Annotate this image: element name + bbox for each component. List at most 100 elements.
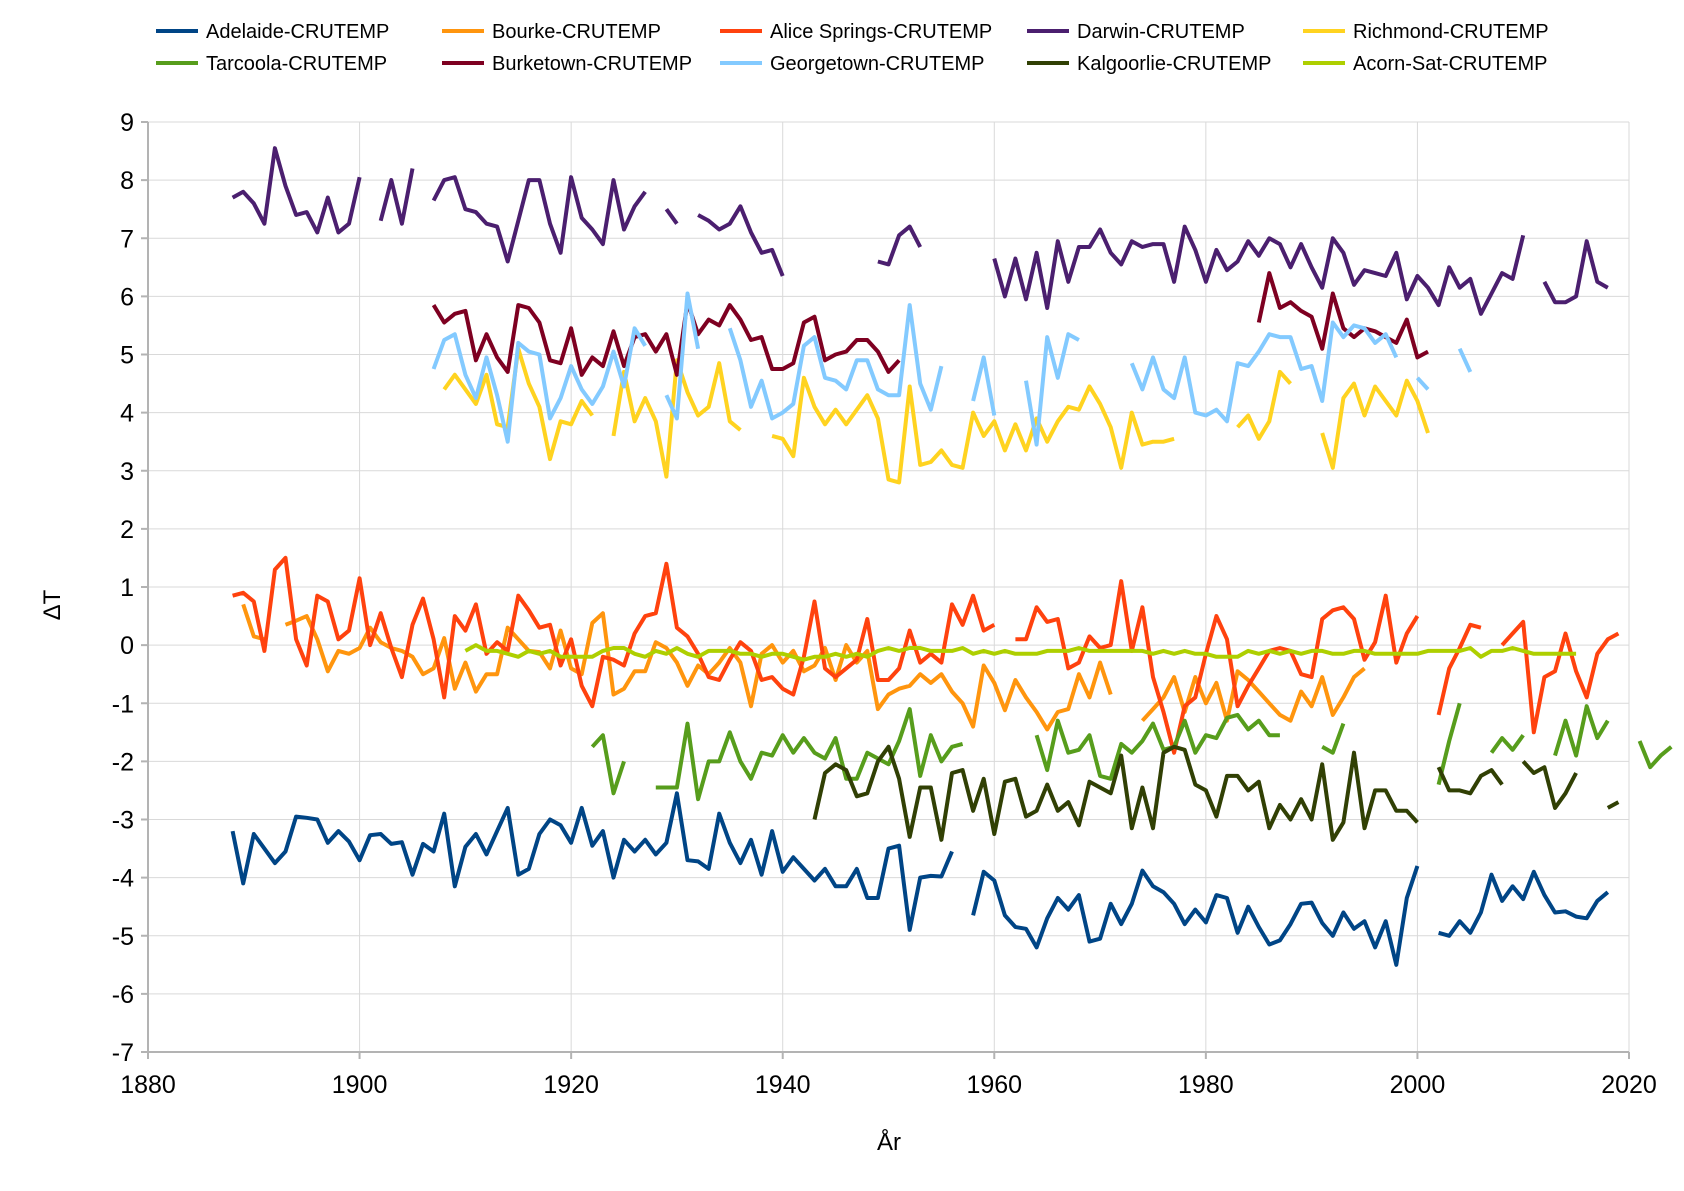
y-tick-label: -5: [112, 923, 134, 951]
y-tick-label: -4: [112, 865, 134, 893]
series-line: [1256, 271, 1429, 360]
series-adelaide-crutemp: [230, 791, 1610, 967]
series-line: [378, 168, 415, 226]
series-line: [230, 791, 954, 932]
series-line: [971, 355, 997, 416]
x-tick-label: 1880: [120, 1071, 176, 1099]
series-line: [655, 707, 964, 802]
series-line: [431, 326, 647, 444]
x-tick-label: 1960: [966, 1071, 1022, 1099]
series-line: [284, 611, 1113, 732]
legend-item: Burketown-CRUTEMP: [442, 53, 692, 75]
tick-labels: 9 8 7 6 5 4 3 2 1 0 -1 -2 -3 -4 -5 -6 -7 1880 1900 1920 1940…: [112, 109, 1657, 1099]
series-line: [590, 733, 626, 796]
series-acorn-sat-crutemp: [464, 643, 1577, 662]
series-line: [664, 208, 679, 225]
series-line: [1034, 712, 1280, 781]
series-line: [1320, 378, 1430, 470]
series-line: [727, 303, 944, 421]
series-darwin-crutemp: [231, 146, 1609, 316]
series-line: [812, 744, 1419, 842]
series-line: [1436, 766, 1504, 796]
x-axis-title: År: [877, 1128, 901, 1156]
y-tick-label: 1: [120, 574, 134, 602]
y-tick-label: 5: [120, 342, 134, 370]
series-burketown-crutemp: [431, 271, 1429, 377]
series-line: [1438, 869, 1610, 938]
legend-item: Kalgoorlie-CRUTEMP: [1027, 53, 1272, 75]
y-tick-label: 6: [120, 283, 134, 311]
legend-item: Adelaide-CRUTEMP: [156, 21, 389, 43]
legend-label: Darwin-CRUTEMP: [1077, 21, 1245, 43]
series-line: [1436, 622, 1482, 716]
legend-item: Georgetown-CRUTEMP: [720, 53, 985, 75]
y-tick-label: -1: [112, 690, 134, 718]
series-line: [877, 224, 922, 267]
series-line: [611, 358, 742, 479]
series-line: [464, 643, 1577, 662]
x-tick-label: 1900: [332, 1071, 388, 1099]
series-line: [1637, 740, 1673, 770]
y-tick-label: -6: [112, 981, 134, 1009]
y-tick-label: 2: [120, 516, 134, 544]
y-tick-label: -2: [112, 748, 134, 776]
series-line: [1542, 239, 1609, 305]
legend-label: Adelaide-CRUTEMP: [206, 21, 389, 43]
x-tick-label: 1980: [1178, 1071, 1234, 1099]
legend-item: Richmond-CRUTEMP: [1303, 21, 1549, 43]
y-tick-label: 9: [120, 109, 134, 137]
legend-label: Alice Springs-CRUTEMP: [770, 21, 992, 43]
series-line: [1553, 704, 1610, 758]
x-tick-label: 2020: [1601, 1071, 1657, 1099]
series-line: [1606, 800, 1620, 810]
x-tick-label: 1940: [755, 1071, 811, 1099]
y-axis-title: ΔT: [39, 589, 66, 620]
series-line: [1415, 376, 1430, 391]
legend-label: Georgetown-CRUTEMP: [770, 53, 985, 75]
series-lines: [230, 146, 1673, 967]
legend-item: Tarcoola-CRUTEMP: [156, 53, 387, 75]
series-line: [992, 224, 1526, 316]
legend-label: Richmond-CRUTEMP: [1353, 21, 1549, 43]
series-line: [231, 146, 362, 235]
legend-item: Bourke-CRUTEMP: [442, 21, 661, 43]
series-line: [771, 375, 1175, 485]
y-tick-label: 0: [120, 632, 134, 660]
legend-item: Alice Springs-CRUTEMP: [720, 21, 992, 43]
series-line: [1521, 760, 1578, 810]
legend-label: Kalgoorlie-CRUTEMP: [1077, 53, 1272, 75]
x-tick-label: 1920: [543, 1071, 599, 1099]
axes: [141, 121, 1630, 1059]
y-tick-label: -3: [112, 807, 134, 835]
series-line: [1321, 722, 1346, 755]
series-line: [664, 291, 701, 421]
y-tick-label: -7: [112, 1039, 134, 1067]
series-line: [431, 300, 901, 377]
y-tick-label: 4: [120, 400, 134, 428]
y-tick-label: 3: [120, 458, 134, 486]
legend: Adelaide-CRUTEMP Bourke-CRUTEMP Alice Spri…: [156, 21, 1549, 75]
legend-label: Burketown-CRUTEMP: [492, 53, 692, 75]
series-line: [1015, 579, 1420, 755]
series-tarcoola-crutemp: [590, 702, 1673, 802]
series-line: [697, 204, 785, 277]
series-line: [1457, 347, 1473, 373]
legend-item: Acorn-Sat-CRUTEMP: [1303, 53, 1547, 75]
series-line: [971, 865, 1420, 967]
series-line: [1436, 702, 1462, 786]
series-line: [1489, 734, 1525, 754]
x-tick-label: 2000: [1390, 1071, 1446, 1099]
legend-label: Tarcoola-CRUTEMP: [206, 53, 387, 75]
series-line: [431, 175, 647, 264]
series-line: [1140, 666, 1366, 723]
series-line: [232, 555, 996, 709]
series-kalgoorlie-crutemp: [812, 744, 1620, 842]
series-georgetown-crutemp: [431, 291, 1473, 447]
legend-label: Acorn-Sat-CRUTEMP: [1353, 53, 1547, 75]
series-richmond-crutemp: [442, 346, 1430, 485]
series-line: [1236, 369, 1292, 441]
legend-item: Darwin-CRUTEMP: [1027, 21, 1245, 43]
series-line: [1024, 332, 1080, 447]
y-tick-label: 7: [120, 225, 134, 253]
